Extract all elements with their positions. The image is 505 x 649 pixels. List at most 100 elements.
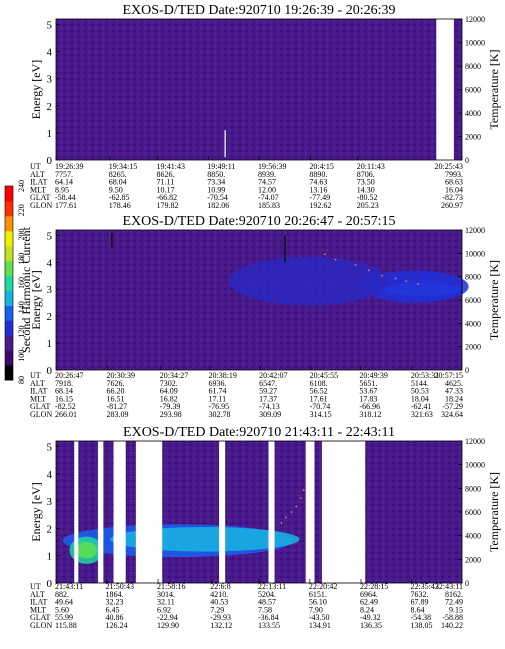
- ephemeris-value: 17.11: [208, 394, 226, 403]
- ephemeris-value: 20:57:15: [435, 371, 463, 380]
- data-gap: [321, 441, 366, 583]
- ephemeris-row-label: GLAT: [30, 402, 51, 411]
- ephemeris-value: 7.90: [309, 605, 323, 614]
- ephemeris-value: 136.35: [360, 621, 382, 630]
- colorbar-ticks: 80 100 120 140 160 180 200 220 240: [17, 180, 26, 384]
- ephemeris-value: 59.27: [259, 387, 277, 396]
- ephemeris-value: -81.27: [107, 402, 128, 411]
- ephemeris-value: 53.67: [359, 387, 377, 396]
- ephemeris-value: 20:30:39: [107, 371, 135, 380]
- ephemeris-value: 20:26:47: [55, 371, 83, 380]
- ephemeris-value: -66.96: [359, 402, 380, 411]
- ephemeris-value: 178.46: [109, 201, 131, 210]
- spectrogram-panel-3: EXOS-D/TED Date:920710 21:43:11 - 22:43:…: [29, 425, 501, 630]
- spectrogram-panel-1: EXOS-D/TED Date:920710 19:26:39 - 20:26:…: [29, 3, 501, 210]
- temperature-point: [367, 269, 370, 272]
- ephemeris-value: 115.88: [55, 621, 77, 630]
- ephemeris-value: 48.57: [258, 598, 276, 607]
- ephemeris-row-label: ALT: [30, 590, 45, 599]
- ephemeris-value: 22:13:11: [258, 582, 286, 591]
- ephemeris-value: 56.52: [310, 387, 328, 396]
- colorbar-tick-label: 140: [17, 301, 26, 313]
- data-gap: [305, 441, 315, 583]
- colorbar-tick-label: 120: [17, 326, 26, 338]
- ephemeris-value: 5651.: [359, 379, 377, 388]
- y2-tick-label: 10000: [465, 461, 485, 470]
- y2-tick-label: 6000: [465, 296, 481, 305]
- ephemeris-value: 7993.: [445, 170, 463, 179]
- ephemeris-value: 129.90: [157, 621, 179, 630]
- ephemeris-value: 21:58:16: [157, 582, 185, 591]
- ephemeris-value: 71.11: [157, 178, 175, 187]
- y-tick-label: 0: [47, 365, 53, 377]
- temperature-point: [381, 274, 384, 277]
- ephemeris-value: 7302.: [160, 379, 178, 388]
- ephemeris-value: 20:42:07: [259, 371, 287, 380]
- ephemeris-value: 16.82: [160, 394, 178, 403]
- temperature-point: [394, 277, 397, 280]
- ephemeris-value: 72.49: [445, 598, 463, 607]
- ephemeris-value: 10.17: [157, 185, 175, 194]
- temperature-point: [405, 280, 407, 283]
- ephemeris-value: 9.15: [449, 605, 463, 614]
- colorbar-swatch: [5, 260, 13, 277]
- ephemeris-row-label: MLT: [30, 605, 46, 614]
- y2-tick-label: 0: [465, 156, 469, 165]
- ephemeris-value: 5.60: [55, 605, 69, 614]
- ephemeris-value: 22:28:15: [360, 582, 388, 591]
- y2-tick-label: 12000: [465, 15, 485, 24]
- ephemeris-value: -49.32: [360, 613, 381, 622]
- ephemeris-row-label: UT: [30, 371, 41, 380]
- ephemeris-value: 324.64: [441, 410, 463, 419]
- ephemeris-value: 40.86: [106, 613, 124, 622]
- y-tick-label: 4: [47, 47, 53, 59]
- ephemeris-value: 68.14: [55, 387, 73, 396]
- data-gap: [97, 441, 104, 583]
- colorbar-tick-label: 100: [17, 350, 26, 362]
- ephemeris-value: 55.99: [55, 613, 73, 622]
- y2-tick-label: 6000: [465, 86, 481, 95]
- y2-tick-label: 4000: [465, 319, 481, 328]
- colorbar-swatch: [5, 230, 13, 247]
- ephemeris-value: 12.00: [258, 185, 276, 194]
- ephemeris-value: 6.92: [157, 605, 171, 614]
- y2-tick-label: 12000: [465, 226, 485, 235]
- ephemeris-value: 40.53: [210, 598, 228, 607]
- ephemeris-value: -74.13: [259, 402, 280, 411]
- ephemeris-value: -79.39: [160, 402, 181, 411]
- panel-title: EXOS-D/TED Date:920710 19:26:39 - 20:26:…: [123, 3, 396, 18]
- y2-tick-label: 12000: [465, 437, 485, 446]
- ephemeris-value: -82.73: [442, 193, 463, 202]
- temperature-point: [300, 497, 302, 500]
- y2-axis-label: Temperature [K]: [487, 49, 501, 129]
- ephemeris-value: 260.97: [441, 201, 463, 210]
- colorbar-swatch: [5, 335, 13, 351]
- y2-tick-label: 8000: [465, 62, 481, 71]
- ephemeris-value: -70.74: [310, 402, 331, 411]
- colorbar: 80 100 120 140 160 180 200 220 240 Second Harmon…: [4, 180, 33, 384]
- ephemeris-value: 6151.: [309, 590, 327, 599]
- ephemeris-value: 6936.: [208, 379, 226, 388]
- ephemeris-value: 19:26:39: [55, 162, 83, 171]
- intensity-region: [362, 270, 469, 303]
- y2-tick-label: 4000: [465, 532, 481, 541]
- temperature-point: [354, 264, 357, 266]
- ephemeris-value: 9.50: [109, 185, 123, 194]
- ephemeris-value: 5204.: [258, 590, 276, 599]
- ephemeris-value: 7.29: [210, 605, 224, 614]
- ephemeris-row-label: GLON: [30, 410, 52, 419]
- ephemeris-value: 8.24: [360, 605, 374, 614]
- ephemeris-row-label: GLAT: [30, 193, 51, 202]
- y-tick-label: 4: [47, 469, 53, 481]
- ephemeris-value: 74.57: [258, 178, 276, 187]
- ephemeris-row-label: ALT: [30, 379, 45, 388]
- plot-area: [56, 19, 462, 160]
- ephemeris-value: -58.88: [442, 613, 463, 622]
- ephemeris-value: 8890.: [309, 170, 327, 179]
- ephemeris-value: -58.44: [55, 193, 76, 202]
- ephemeris-value: 302.78: [208, 410, 230, 419]
- ephemeris-value: 7.58: [258, 605, 272, 614]
- ephemeris-value: -62.85: [109, 193, 130, 202]
- ephemeris-row-label: UT: [30, 162, 41, 171]
- colorbar-swatch: [5, 305, 13, 321]
